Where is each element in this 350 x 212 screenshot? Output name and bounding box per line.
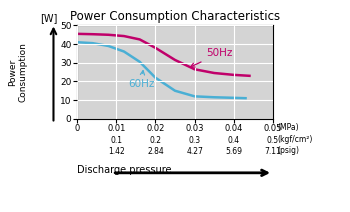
- Text: (MPa): (MPa): [277, 123, 299, 132]
- Text: 0.2: 0.2: [149, 135, 161, 145]
- Text: 5.69: 5.69: [225, 147, 242, 156]
- Text: Discharge pressure: Discharge pressure: [77, 165, 172, 175]
- Text: [W]: [W]: [40, 14, 57, 24]
- Text: 60Hz: 60Hz: [128, 71, 154, 89]
- Text: 0.3: 0.3: [189, 135, 201, 145]
- Text: (psig): (psig): [277, 146, 299, 155]
- Text: 4.27: 4.27: [186, 147, 203, 156]
- Text: 0.4: 0.4: [228, 135, 240, 145]
- Text: (kgf/cm²): (kgf/cm²): [277, 135, 312, 144]
- Text: 7.11: 7.11: [265, 147, 281, 156]
- Text: 50Hz: 50Hz: [190, 48, 233, 67]
- Title: Power Consumption Characteristics: Power Consumption Characteristics: [70, 10, 280, 23]
- Text: Power
Consumption: Power Consumption: [8, 42, 28, 102]
- Text: 0.1: 0.1: [110, 135, 122, 145]
- Text: 1.42: 1.42: [108, 147, 125, 156]
- Text: 0.5: 0.5: [267, 135, 279, 145]
- Text: 2.84: 2.84: [147, 147, 164, 156]
